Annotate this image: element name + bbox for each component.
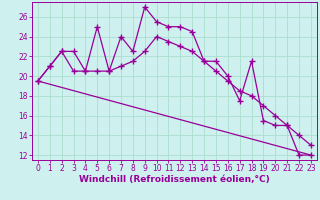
X-axis label: Windchill (Refroidissement éolien,°C): Windchill (Refroidissement éolien,°C) [79,175,270,184]
